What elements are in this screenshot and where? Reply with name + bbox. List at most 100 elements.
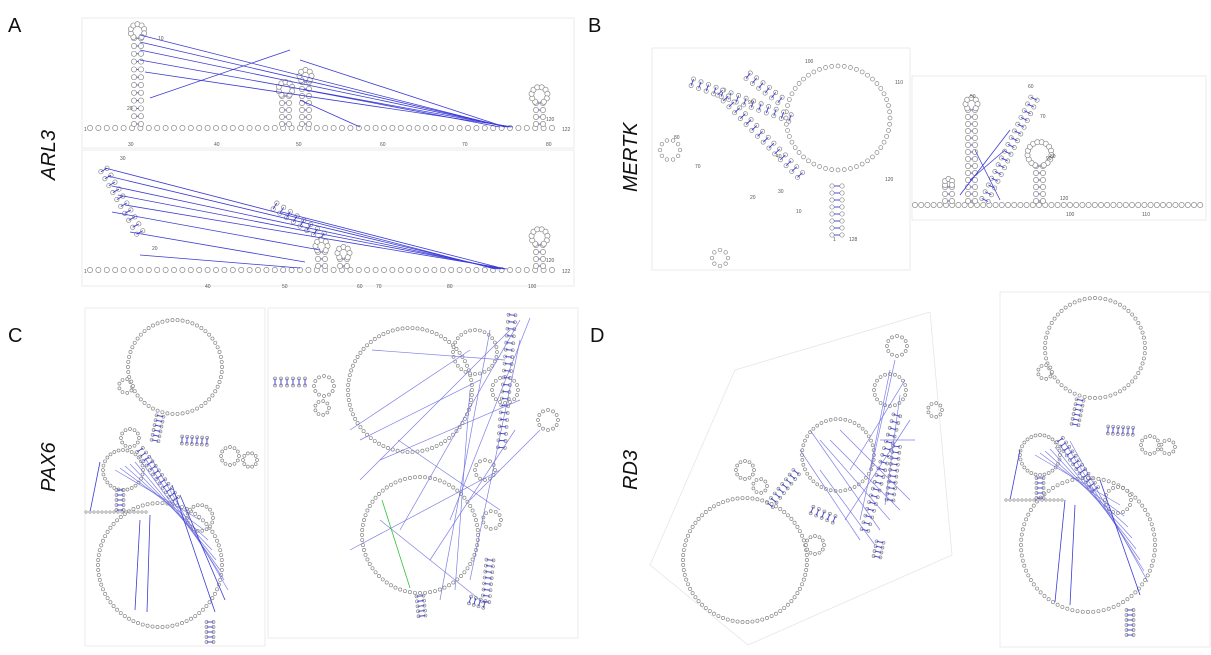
nucleotide xyxy=(752,468,756,472)
nucleotide xyxy=(717,263,723,269)
nucleotide xyxy=(972,156,978,162)
nucleotide xyxy=(670,157,676,162)
nucleotide xyxy=(785,128,790,133)
nucleotide xyxy=(829,183,835,189)
nucleotide xyxy=(1020,498,1024,502)
nucleotide xyxy=(126,365,130,369)
nucleotide xyxy=(127,354,132,359)
nucleotide xyxy=(1049,321,1054,325)
pseudoknot-link xyxy=(134,519,141,611)
nucleotide xyxy=(219,454,223,458)
pseudoknot-link xyxy=(449,317,531,521)
nucleotide xyxy=(120,267,127,273)
nucleotide xyxy=(769,502,774,506)
nucleotide xyxy=(384,580,389,585)
nucleotide xyxy=(1098,202,1104,208)
nucleotide xyxy=(1159,447,1164,452)
nucleotide xyxy=(279,114,285,120)
base-pair xyxy=(1024,110,1031,115)
nucleotide xyxy=(712,611,716,616)
nucleotide xyxy=(397,125,404,131)
nucleotide xyxy=(490,388,494,392)
nucleotide xyxy=(886,339,891,343)
nucleotide xyxy=(1126,383,1131,388)
nucleotide xyxy=(1059,383,1064,388)
nucleotide xyxy=(1153,202,1160,208)
nucleotide xyxy=(171,267,177,273)
pseudoknot-link xyxy=(146,514,151,613)
nucleotide xyxy=(903,339,908,343)
nucleotide xyxy=(465,125,471,131)
nucleotide xyxy=(129,450,134,454)
nucleotide xyxy=(1048,498,1052,502)
nucleotide xyxy=(998,155,1004,161)
nucleotide xyxy=(200,518,205,523)
base-pair xyxy=(876,540,884,544)
base-pair xyxy=(504,363,512,365)
nucleotide xyxy=(162,125,169,131)
nucleotide xyxy=(725,498,730,503)
nucleotide xyxy=(381,444,386,448)
nucleotide xyxy=(1033,170,1039,176)
nucleotide xyxy=(105,596,110,601)
nucleotide xyxy=(330,267,337,273)
nucleotide xyxy=(140,472,145,477)
nucleotide xyxy=(494,355,499,359)
nucleotide xyxy=(119,436,123,440)
nucleotide xyxy=(1048,365,1053,370)
base-pair xyxy=(717,89,723,96)
base-pair xyxy=(743,98,747,105)
nucleotide xyxy=(684,538,689,543)
nucleotide xyxy=(905,344,909,348)
nucleotide xyxy=(235,449,240,454)
axis-tick-label: 80 xyxy=(674,135,680,141)
nucleotide xyxy=(368,340,373,344)
nucleotide xyxy=(128,445,132,449)
nucleotide xyxy=(454,346,459,351)
nucleotide xyxy=(481,125,488,131)
nucleotide xyxy=(195,323,199,328)
base-pair xyxy=(483,589,491,591)
nucleotide xyxy=(540,249,546,255)
nucleotide xyxy=(180,621,184,625)
nucleotide xyxy=(347,125,354,131)
axis-tick-label: 100 xyxy=(528,284,537,290)
nucleotide xyxy=(321,399,326,403)
nucleotide xyxy=(423,475,428,480)
base-pair xyxy=(136,447,144,453)
base-pair xyxy=(891,457,899,460)
nucleotide xyxy=(101,463,106,468)
base-pair xyxy=(124,209,132,214)
nucleotide xyxy=(870,443,875,448)
nucleotide xyxy=(1091,609,1096,614)
base-pair xyxy=(788,114,792,122)
nucleotide xyxy=(796,81,802,86)
nucleotide xyxy=(801,538,806,543)
nucleotide xyxy=(556,418,560,422)
nucleotide xyxy=(817,535,822,540)
base-pair xyxy=(1063,446,1070,452)
base-pair xyxy=(505,356,513,358)
nucleotide xyxy=(747,460,752,465)
nucleotide xyxy=(1052,498,1056,502)
axis-tick-label: 80 xyxy=(447,284,453,290)
nucleotide xyxy=(835,167,841,173)
nucleotide xyxy=(316,412,321,416)
nucleotide xyxy=(136,621,140,625)
panel-letter-b: B xyxy=(588,15,601,37)
nucleotide xyxy=(803,438,807,443)
nucleotide xyxy=(759,477,764,481)
nucleotide xyxy=(165,411,170,416)
nucleotide xyxy=(120,378,125,382)
base-pair xyxy=(485,571,493,573)
base-pair xyxy=(981,198,989,202)
pseudoknot-link xyxy=(844,419,911,521)
nucleotide xyxy=(755,497,760,502)
nucleotide xyxy=(412,475,417,480)
base-pair xyxy=(770,497,777,503)
gene-label-rd3: RD3 xyxy=(620,450,642,490)
nucleotide xyxy=(886,349,891,353)
nucleotide xyxy=(140,622,145,627)
nucleotide xyxy=(805,547,810,552)
nucleotide xyxy=(306,121,312,127)
